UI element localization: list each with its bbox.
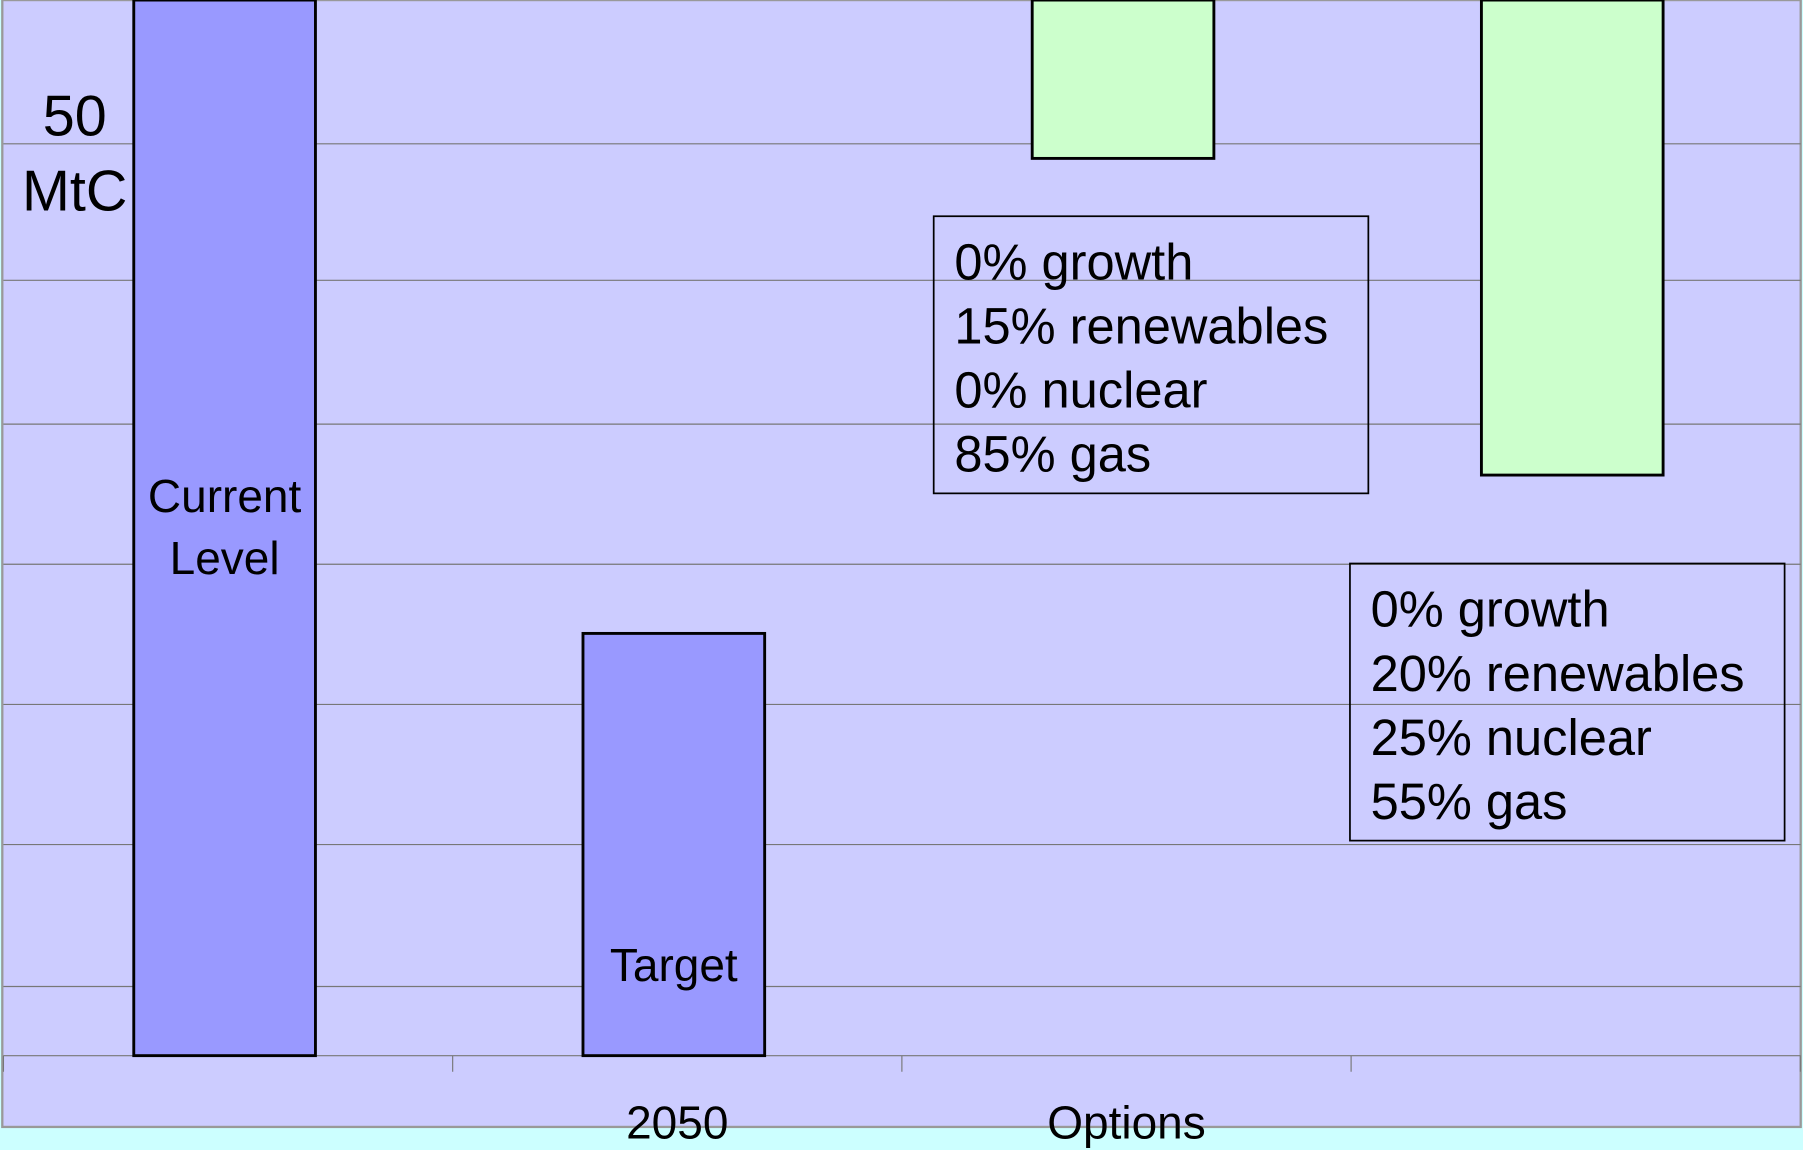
bar-label: Current — [148, 470, 302, 522]
bar — [1030, 0, 1216, 160]
annotation-line: 0% growth — [1371, 581, 1610, 638]
annotation-line: 25% nuclear — [1371, 709, 1652, 766]
bar — [1479, 0, 1665, 477]
annotation-line: 15% renewables — [954, 298, 1328, 355]
bar-label: Target — [610, 939, 738, 991]
y-axis-label: 50 — [43, 85, 107, 149]
annotation-box — [932, 215, 1370, 495]
y-axis-label: MtC — [22, 159, 127, 223]
bar — [132, 0, 317, 1058]
annotation-line: 20% renewables — [1371, 645, 1745, 702]
bar-label: Level — [170, 532, 280, 584]
bar — [581, 631, 767, 1058]
annotation-line: 85% gas — [954, 426, 1151, 483]
annotation-line: 0% growth — [954, 233, 1193, 290]
annotation-line: 55% gas — [1371, 773, 1568, 830]
x-tick-label: 2050 — [626, 1096, 728, 1148]
annotation-line: 0% nuclear — [954, 362, 1207, 419]
x-tick-label: Options — [1047, 1096, 1205, 1148]
annotation-box — [1349, 562, 1786, 842]
